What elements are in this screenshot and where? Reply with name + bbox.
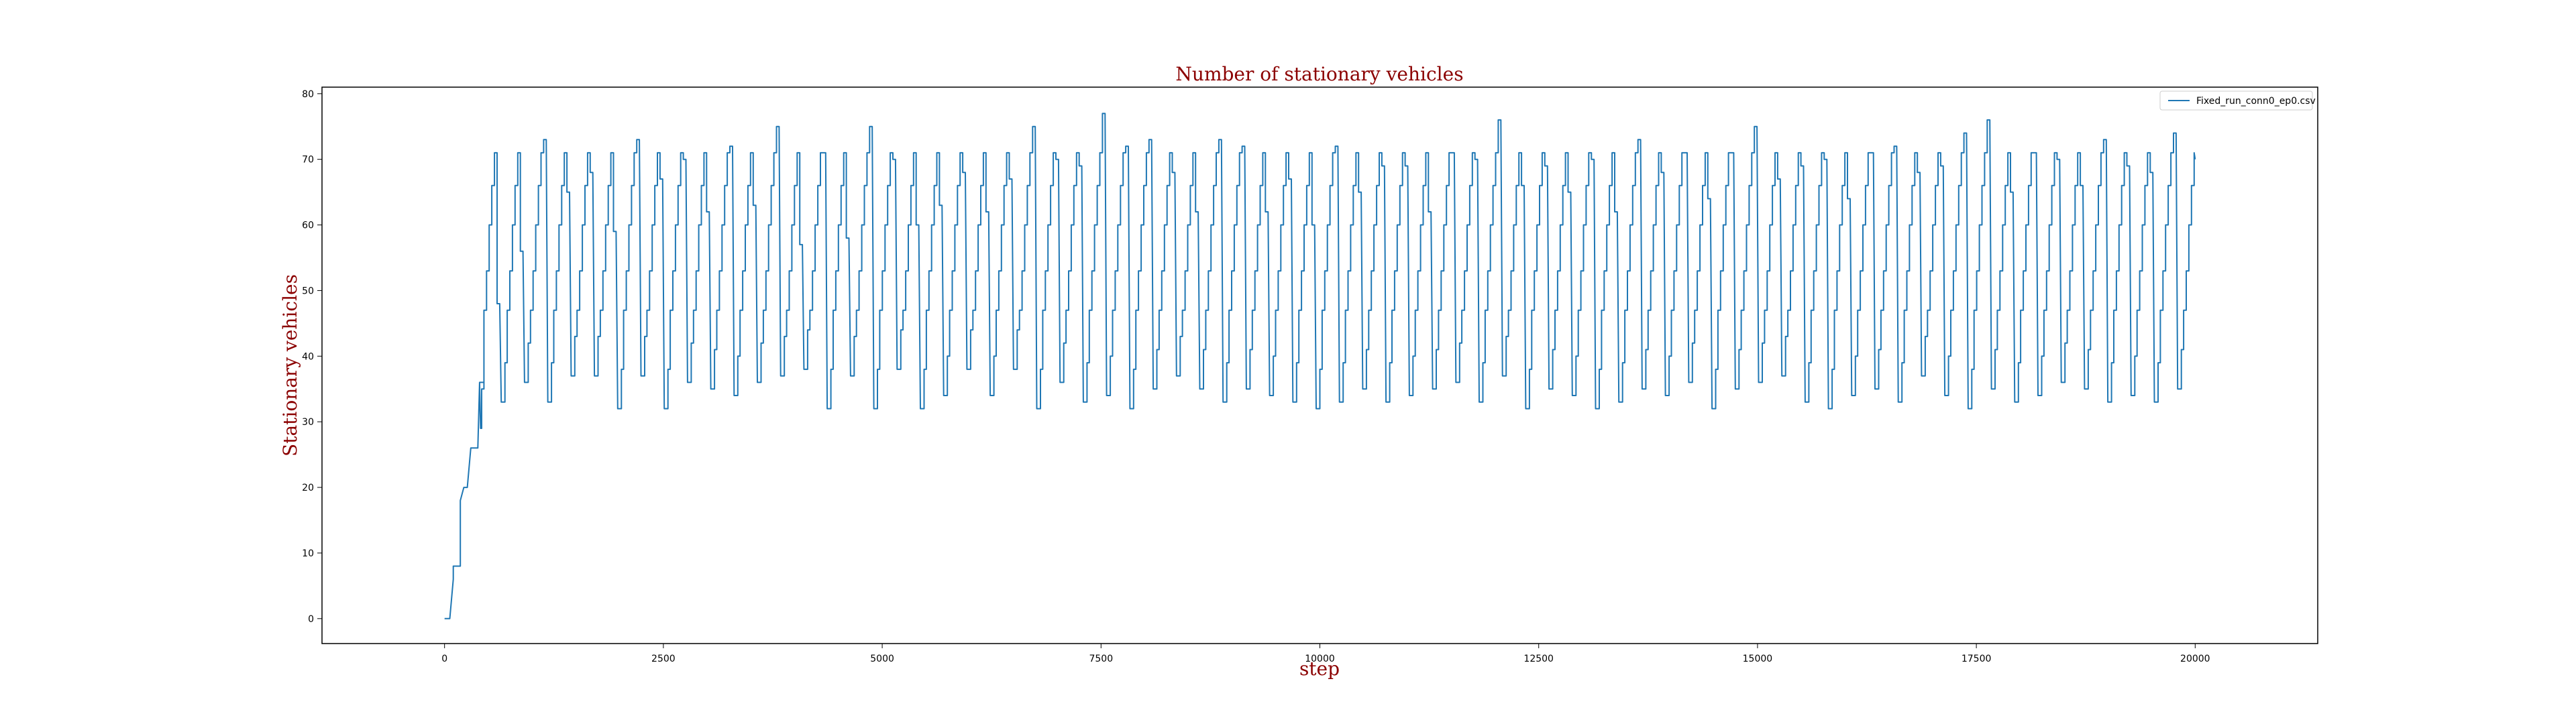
legend-label: Fixed_run_conn0_ep0.csv bbox=[2196, 96, 2316, 107]
x-tick-label: 12500 bbox=[1523, 654, 1554, 664]
legend: Fixed_run_conn0_ep0.csv bbox=[2159, 90, 2316, 111]
x-tick-label: 5000 bbox=[870, 654, 894, 664]
y-tick-label: 40 bbox=[302, 351, 314, 362]
x-axis-label: step bbox=[1299, 658, 1340, 680]
x-tick-label: 7500 bbox=[1089, 654, 1113, 664]
chart-title: Number of stationary vehicles bbox=[1175, 63, 1463, 85]
x-axis: 0 2500 5000 7500 10000 12500 15000 17500 20000 bbox=[441, 644, 2210, 664]
x-tick-label: 0 bbox=[441, 654, 447, 664]
series-layer bbox=[444, 113, 2196, 619]
y-tick-label: 20 bbox=[302, 483, 314, 493]
y-tick-label: 0 bbox=[308, 614, 314, 625]
y-axis-label: Stationary vehicles bbox=[279, 274, 301, 457]
x-tick-label: 20000 bbox=[2180, 654, 2210, 664]
x-tick-label: 17500 bbox=[1962, 654, 1992, 664]
series-line bbox=[444, 113, 2196, 619]
legend-box bbox=[2159, 90, 2313, 111]
y-tick-label: 10 bbox=[302, 548, 314, 559]
y-tick-label: 80 bbox=[302, 89, 314, 100]
y-tick-label: 30 bbox=[302, 417, 314, 428]
y-tick-label: 70 bbox=[302, 155, 314, 166]
x-tick-label: 15000 bbox=[1743, 654, 1773, 664]
x-tick-label: 2500 bbox=[651, 654, 676, 664]
y-tick-label: 60 bbox=[302, 221, 314, 231]
y-tick-label: 50 bbox=[302, 286, 314, 296]
x-tick-label: 10000 bbox=[1305, 654, 1335, 664]
y-axis: 0 10 20 30 40 50 60 70 80 bbox=[302, 89, 322, 625]
